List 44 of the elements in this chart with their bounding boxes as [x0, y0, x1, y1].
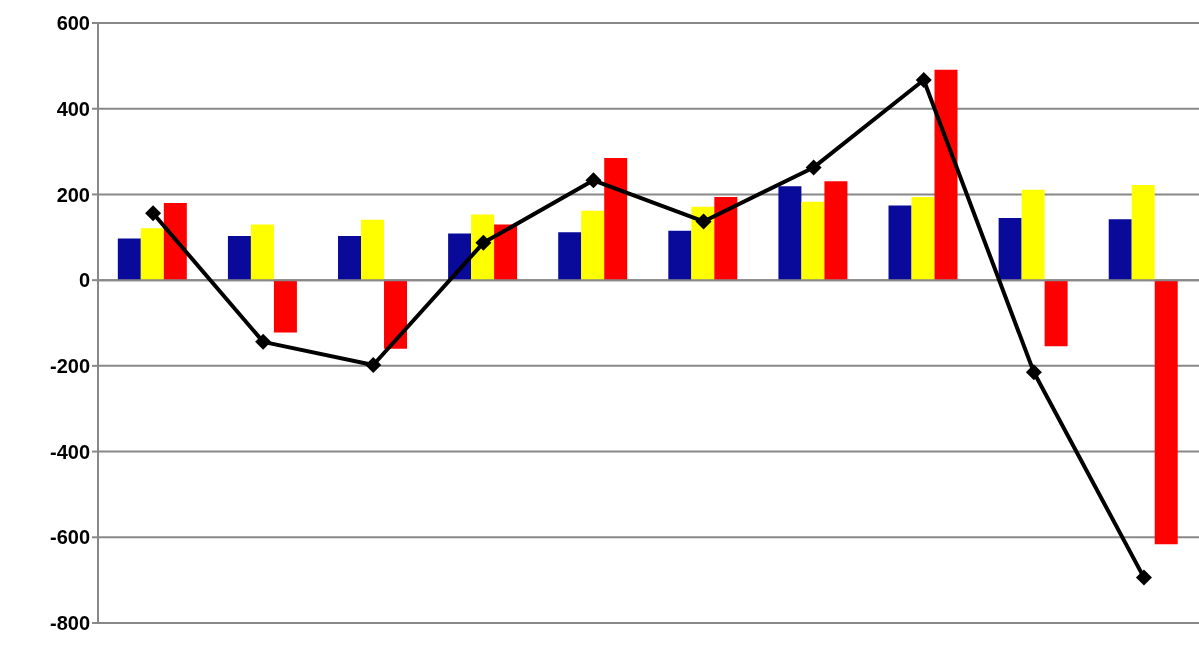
bar: [1131, 185, 1155, 281]
bar: [1108, 219, 1132, 281]
bar: [117, 238, 141, 281]
point: [255, 333, 272, 350]
point: [145, 205, 162, 222]
y-tick-label: -200: [49, 354, 90, 377]
bar: [273, 280, 297, 333]
y-tick-label: 600: [56, 12, 90, 35]
y-tick-label: 400: [56, 97, 90, 120]
bar: [250, 224, 274, 281]
bar: [338, 236, 362, 281]
y-tick-label: 200: [56, 183, 90, 206]
bar: [668, 230, 692, 281]
point: [805, 159, 822, 176]
bar: [604, 158, 628, 281]
point: [695, 213, 712, 230]
bar: [494, 224, 518, 281]
y-tick-label: -800: [49, 612, 90, 635]
point: [915, 72, 932, 88]
bar: [801, 201, 825, 281]
bar: [227, 236, 251, 281]
bar: [824, 181, 848, 281]
point: [365, 357, 382, 373]
bar: [911, 197, 935, 281]
bar: [714, 197, 738, 281]
bar: [778, 186, 802, 281]
bar: [934, 69, 958, 281]
y-tick-label: 0: [78, 269, 90, 292]
bar: [163, 203, 187, 281]
bar: [1044, 280, 1068, 347]
point: [1025, 364, 1042, 381]
bar: [361, 219, 385, 281]
point: [585, 172, 602, 189]
bar: [1154, 280, 1178, 545]
point: [1135, 569, 1152, 586]
bar: [998, 218, 1022, 281]
y-tick-label: -600: [49, 526, 90, 549]
bar: [558, 232, 582, 281]
bar: [888, 205, 912, 281]
bar: [384, 280, 408, 349]
y-tick-label: -400: [49, 440, 90, 463]
bar: [581, 210, 605, 281]
bar: [1021, 189, 1045, 281]
bar: [140, 228, 164, 281]
